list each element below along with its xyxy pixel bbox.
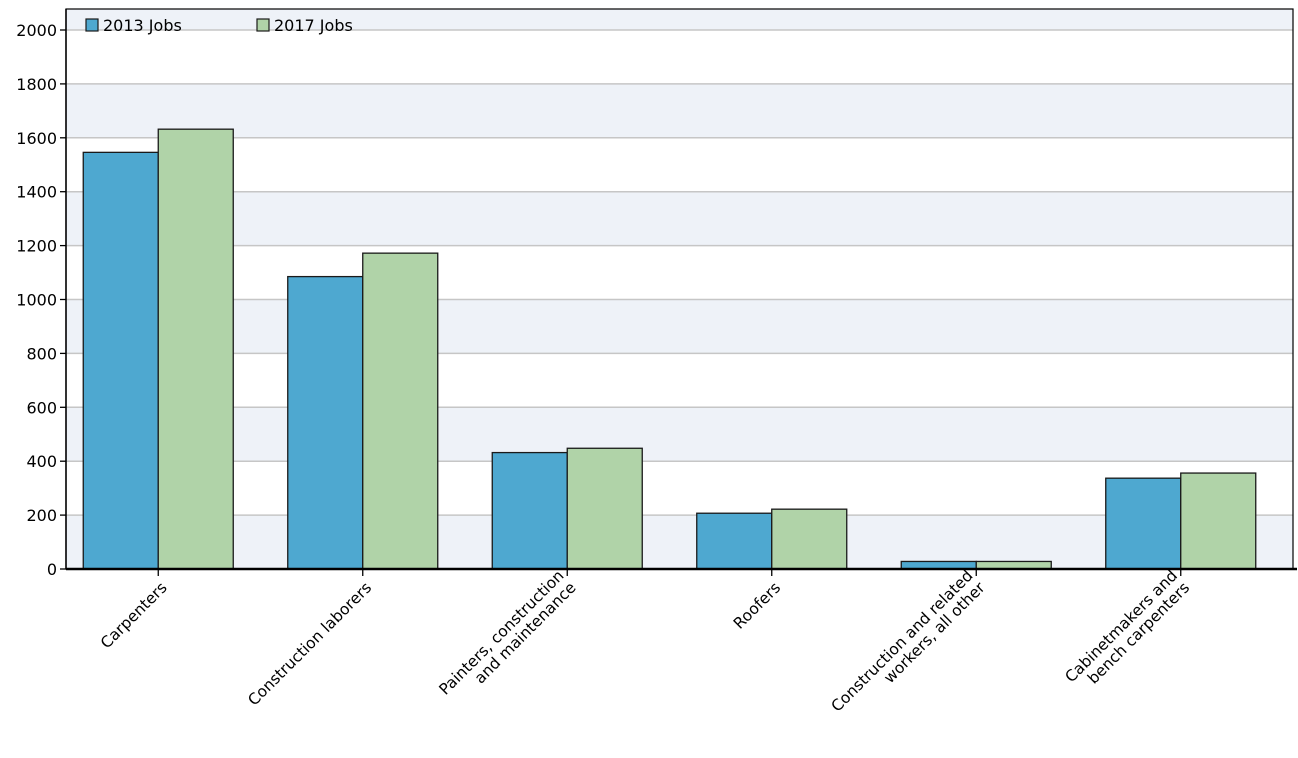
gridlines (66, 29, 1293, 516)
y-tick-label: 1000 (16, 291, 57, 310)
legend-label: 2013 Jobs (103, 16, 182, 35)
bar (1180, 472, 1257, 570)
x-category-label: Carpenters (97, 579, 171, 653)
grid-band (66, 515, 1293, 569)
legend-label: 2017 Jobs (274, 16, 353, 35)
x-category-label-line: Cabinetmakers and (1062, 567, 1182, 687)
x-category-label: Construction laborers (244, 579, 375, 710)
y-tick-label: 200 (26, 506, 57, 525)
bar (362, 252, 439, 570)
y-tick-label: 1800 (16, 75, 57, 94)
y-tick-label: 600 (26, 398, 57, 417)
x-category-label-line: Carpenters (97, 579, 171, 653)
bar (82, 151, 159, 570)
grid-band (66, 191, 1293, 246)
bars (82, 128, 1257, 570)
y-tick-label: 0 (47, 560, 57, 579)
y-tick-label: 400 (26, 452, 57, 471)
y-tick-label: 1600 (16, 129, 57, 148)
y-axis-ticks: 0 200 400 600 800 1000 1200 1400 1600 1800 2000 (16, 21, 66, 579)
y-tick-label: 2000 (16, 21, 57, 40)
bar (157, 128, 234, 570)
bar (566, 447, 643, 570)
x-axis-labels: Carpenters Construction laborers Painters,… (97, 567, 1194, 716)
y-tick-label: 800 (26, 344, 57, 363)
legend-swatch (85, 18, 99, 32)
grid-band (66, 299, 1293, 354)
grid-band (66, 407, 1293, 462)
bar (696, 512, 773, 570)
plot-background (66, 9, 1293, 569)
x-category-label-line: Construction and related (828, 567, 977, 716)
grid-band (66, 9, 1293, 30)
legend-swatch (256, 18, 270, 32)
bar (1105, 477, 1182, 570)
y-tick-label: 1200 (16, 237, 57, 256)
x-category-label-line: Construction laborers (244, 579, 375, 710)
bar (771, 508, 848, 570)
y-tick-label: 1400 (16, 183, 57, 202)
x-category-label-line: Painters, construction (436, 567, 568, 699)
legend: 2013 Jobs 2017 Jobs (85, 16, 353, 35)
x-category-label-line: Roofers (730, 579, 784, 633)
axes (65, 8, 1297, 576)
bar (287, 275, 364, 570)
bar (491, 451, 568, 570)
x-category-label: Roofers (730, 579, 784, 633)
grid-band (66, 83, 1293, 138)
